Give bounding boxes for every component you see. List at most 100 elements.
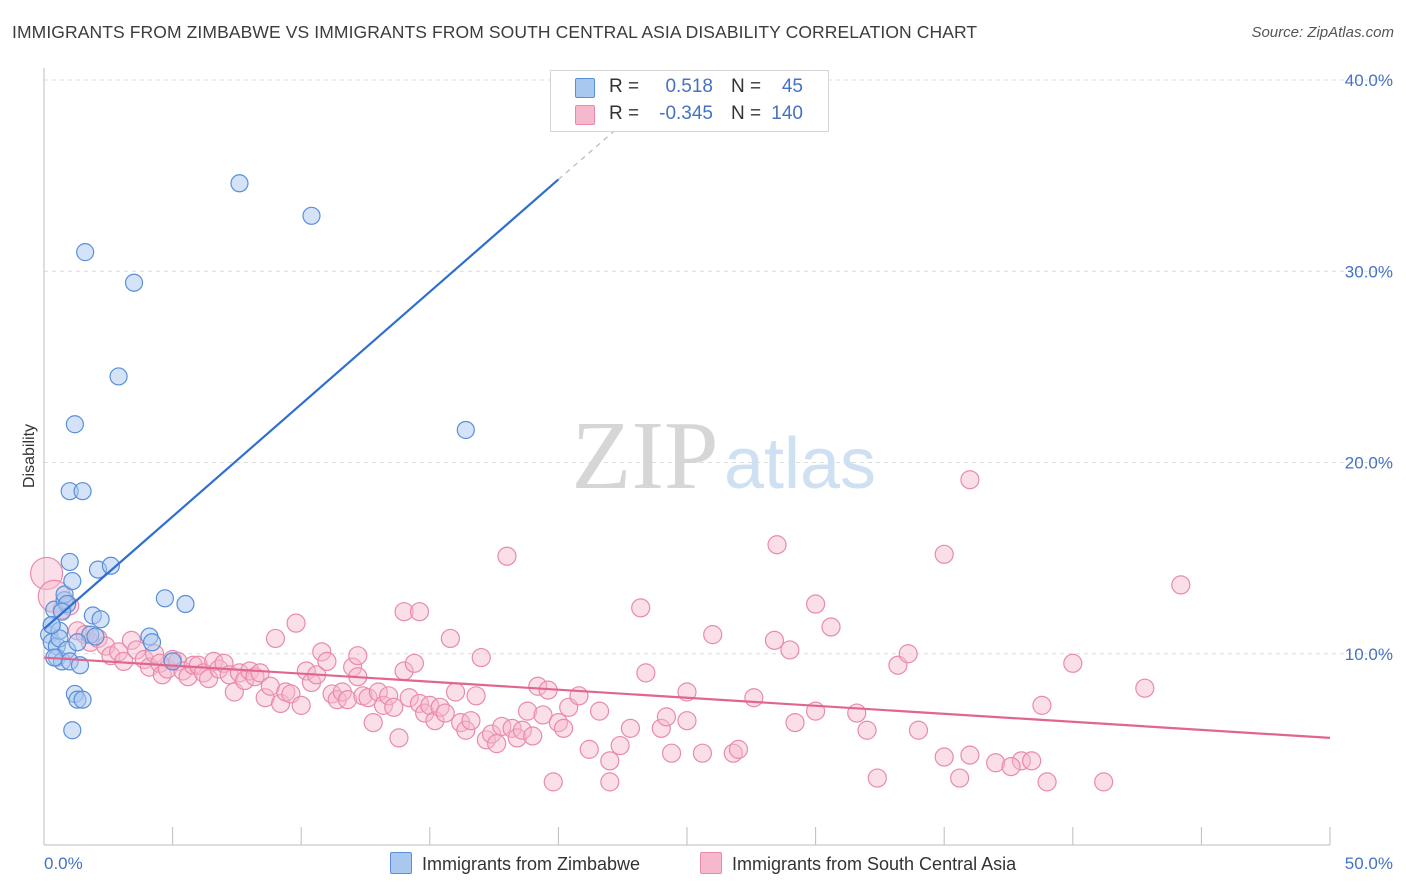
point-zimbabwe bbox=[63, 571, 82, 591]
point-south-central-asia bbox=[363, 712, 383, 733]
point-south-central-asia bbox=[785, 712, 805, 733]
point-south-central-asia bbox=[631, 598, 651, 618]
legend-r-value: 0.518 bbox=[665, 76, 713, 97]
point-south-central-asia bbox=[337, 690, 358, 710]
point-south-central-asia bbox=[445, 682, 466, 702]
point-south-central-asia bbox=[960, 745, 980, 765]
point-zimbabwe bbox=[86, 627, 105, 646]
point-zimbabwe bbox=[65, 415, 84, 434]
bottom-legend-swatch-zimbabwe bbox=[390, 852, 412, 874]
point-south-central-asia bbox=[456, 720, 476, 740]
point-south-central-asia bbox=[183, 655, 203, 675]
point-zimbabwe bbox=[73, 482, 92, 501]
legend-r-label: R = bbox=[609, 76, 640, 97]
legend-n-value: 140 bbox=[771, 103, 803, 124]
x-tick-min: 0.0% bbox=[44, 854, 83, 873]
point-south-central-asia bbox=[497, 546, 517, 566]
point-zimbabwe bbox=[163, 652, 182, 671]
point-south-central-asia bbox=[358, 688, 378, 708]
point-zimbabwe bbox=[230, 174, 249, 193]
bottom-legend-label-south-central-asia: Immigrants from South Central Asia bbox=[732, 854, 1017, 874]
point-south-central-asia bbox=[435, 703, 455, 723]
point-zimbabwe bbox=[109, 367, 128, 386]
bottom-legend-swatch-south-central-asia bbox=[700, 852, 722, 874]
point-south-central-asia bbox=[29, 556, 64, 591]
point-south-central-asia bbox=[651, 718, 671, 738]
point-south-central-asia bbox=[579, 739, 599, 759]
point-south-central-asia bbox=[399, 688, 419, 708]
point-south-central-asia bbox=[317, 651, 337, 672]
point-south-central-asia bbox=[394, 602, 414, 622]
point-south-central-asia bbox=[1032, 695, 1052, 715]
y-tick-labels: 10.0% 20.0% 30.0% 40.0% bbox=[1345, 71, 1393, 664]
point-south-central-asia bbox=[1063, 653, 1083, 673]
point-south-central-asia bbox=[528, 676, 548, 696]
point-zimbabwe bbox=[302, 206, 321, 225]
point-south-central-asia bbox=[950, 768, 970, 788]
point-south-central-asia bbox=[1037, 772, 1057, 792]
point-south-central-asia bbox=[487, 734, 507, 754]
point-south-central-asia bbox=[744, 688, 764, 708]
point-south-central-asia bbox=[553, 718, 574, 738]
point-south-central-asia bbox=[805, 594, 826, 614]
x-tick-max: 50.0% bbox=[1345, 854, 1393, 873]
legend-row-zimbabwe: R = 0.518 N = 45 bbox=[551, 74, 828, 101]
trend-line-zimbabwe-extension bbox=[558, 112, 636, 180]
point-south-central-asia bbox=[250, 663, 270, 683]
point-zimbabwe bbox=[76, 243, 95, 262]
point-south-central-asia bbox=[523, 726, 543, 746]
point-south-central-asia bbox=[404, 653, 424, 673]
point-zimbabwe bbox=[176, 594, 195, 614]
point-south-central-asia bbox=[517, 701, 538, 721]
y-tick-label: 20.0% bbox=[1345, 454, 1393, 473]
y-axis-title: Disability bbox=[21, 424, 38, 488]
point-south-central-asia bbox=[600, 772, 620, 792]
point-south-central-asia bbox=[728, 739, 749, 759]
point-south-central-asia bbox=[600, 751, 620, 771]
point-south-central-asia bbox=[543, 772, 563, 792]
point-zimbabwe bbox=[63, 721, 82, 740]
point-south-central-asia bbox=[271, 693, 291, 714]
point-south-central-asia bbox=[1171, 575, 1191, 595]
bottom-legend-south-central-asia: Immigrants from South Central Asia bbox=[700, 852, 1016, 875]
trend-lines bbox=[43, 112, 1331, 739]
point-zimbabwe bbox=[68, 633, 87, 652]
point-zimbabwe bbox=[155, 589, 174, 608]
point-zimbabwe bbox=[142, 633, 162, 652]
point-south-central-asia bbox=[934, 747, 954, 767]
y-tick-label: 10.0% bbox=[1345, 645, 1393, 664]
point-zimbabwe bbox=[456, 420, 475, 440]
point-south-central-asia bbox=[867, 768, 887, 788]
point-south-central-asia bbox=[703, 625, 723, 645]
point-south-central-asia bbox=[409, 602, 430, 622]
point-south-central-asia bbox=[296, 661, 316, 681]
y-tick-label: 40.0% bbox=[1345, 71, 1393, 90]
point-south-central-asia bbox=[245, 667, 265, 687]
point-south-central-asia bbox=[677, 711, 697, 731]
point-south-central-asia bbox=[199, 669, 219, 689]
point-south-central-asia bbox=[471, 647, 491, 668]
watermark-atlas: atlas bbox=[724, 424, 876, 504]
point-south-central-asia bbox=[986, 753, 1006, 773]
watermark-zip: ZIP bbox=[572, 402, 719, 510]
point-south-central-asia bbox=[764, 630, 785, 650]
point-south-central-asia bbox=[847, 703, 867, 723]
correlation-legend: R = 0.518 N = 45 R = -0.345 N = 140 bbox=[550, 70, 829, 132]
series-south-central-asia-points bbox=[29, 470, 1191, 792]
point-south-central-asia bbox=[898, 644, 918, 664]
point-south-central-asia bbox=[857, 720, 877, 740]
point-south-central-asia bbox=[1022, 751, 1042, 771]
point-south-central-asia bbox=[960, 470, 980, 490]
trend-line-zimbabwe bbox=[43, 178, 560, 630]
point-south-central-asia bbox=[286, 613, 306, 633]
point-zimbabwe bbox=[124, 273, 144, 292]
point-south-central-asia bbox=[384, 697, 404, 717]
point-south-central-asia bbox=[636, 663, 656, 683]
point-south-central-asia bbox=[767, 535, 787, 555]
point-zimbabwe bbox=[91, 610, 110, 629]
point-south-central-asia bbox=[466, 686, 486, 706]
point-zimbabwe bbox=[73, 690, 92, 709]
trend-line-south-central-asia bbox=[43, 656, 1331, 739]
point-south-central-asia bbox=[723, 743, 743, 763]
point-south-central-asia bbox=[126, 640, 147, 660]
